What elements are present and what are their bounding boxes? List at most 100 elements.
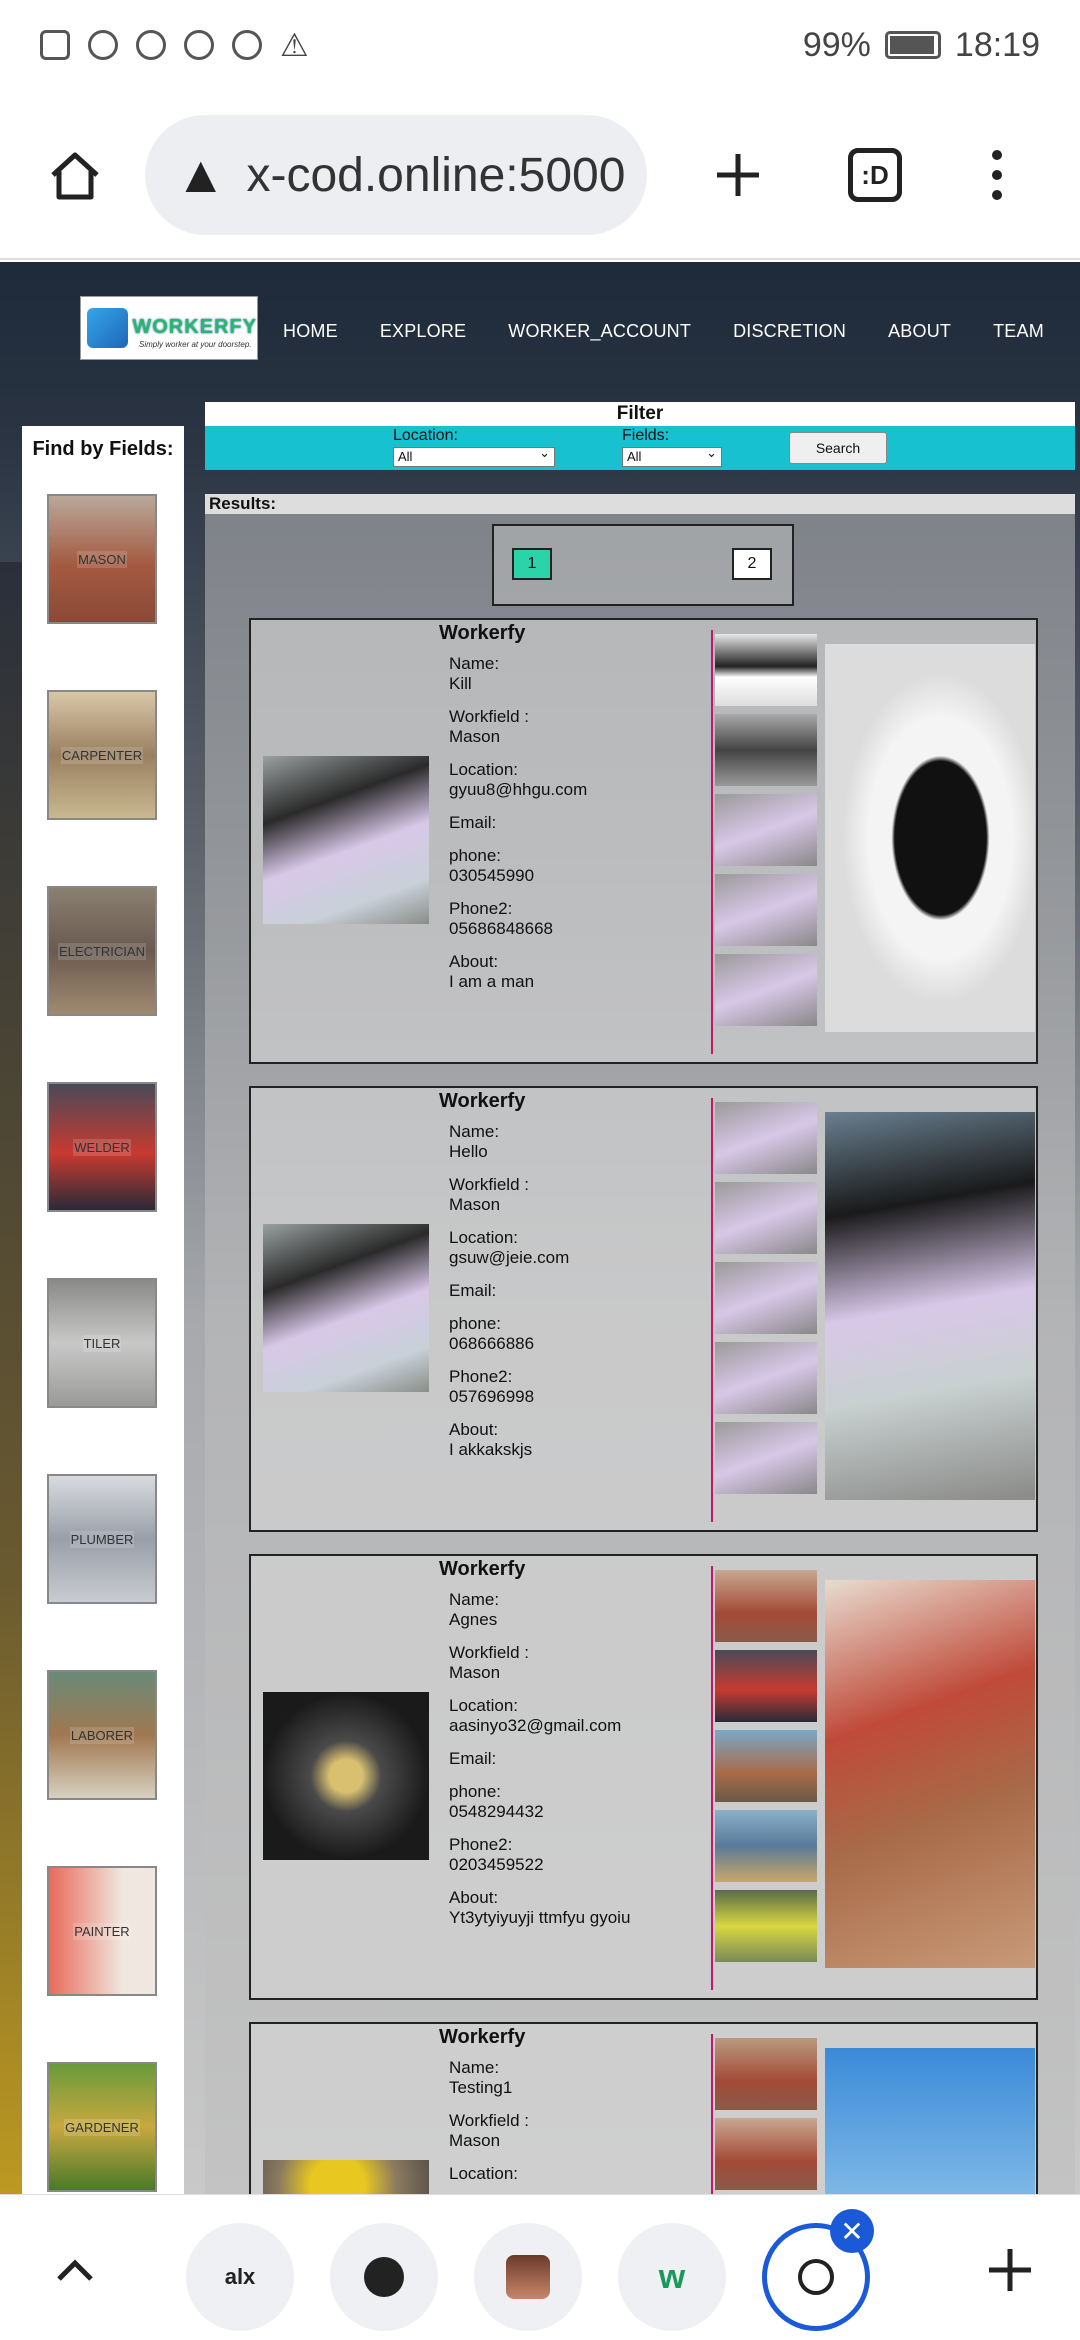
worker-card[interactable]: Workerfy Name: Testing1 Workfield : Mason … (249, 2022, 1038, 2194)
field-label: LABORER (69, 1726, 135, 1744)
tab-alx[interactable]: alx (186, 2223, 294, 2331)
tab-switcher-icon[interactable]: :D (848, 148, 902, 202)
worker-photo (263, 1224, 429, 1392)
nav-home[interactable]: HOME (283, 320, 338, 341)
featured-image[interactable] (825, 1112, 1035, 1500)
gallery-thumb[interactable] (715, 954, 817, 1026)
name-label: Name: (449, 1590, 500, 1609)
w3schools-icon: w (658, 2257, 686, 2296)
gallery-thumb[interactable] (715, 1810, 817, 1882)
close-tab-icon[interactable]: ✕ (830, 2209, 874, 2253)
chevron-up-icon[interactable] (40, 2235, 110, 2305)
add-icon[interactable] (975, 2235, 1045, 2305)
gallery-thumb[interactable] (715, 1890, 817, 1962)
featured-image[interactable] (825, 644, 1035, 1032)
gallery-thumb[interactable] (715, 874, 817, 946)
gallery-thumb[interactable] (715, 1262, 817, 1334)
gallery-thumb[interactable] (715, 1730, 817, 1802)
nav-worker-account[interactable]: WORKER_ACCOUNT (508, 320, 692, 341)
field-electrician[interactable]: ELECTRICIAN (47, 886, 157, 1016)
gallery-thumb[interactable] (715, 1570, 817, 1642)
nav-explore[interactable]: EXPLORE (379, 320, 467, 341)
field-label: WELDER (73, 1138, 131, 1156)
add-icon[interactable] (703, 140, 773, 210)
nav-about[interactable]: ABOUT (888, 320, 952, 341)
gallery-thumb[interactable] (715, 634, 817, 706)
menu-icon[interactable] (975, 140, 1019, 210)
field-label: PLUMBER (69, 1530, 135, 1548)
gallery-thumb[interactable] (715, 1102, 817, 1174)
fields-select[interactable]: All (622, 444, 722, 467)
worker-about: I akkakskjs (449, 1440, 533, 1459)
home-icon[interactable] (40, 140, 110, 210)
worker-card[interactable]: Workerfy Name: Agnes Workfield : Mason Loc… (249, 1554, 1038, 2000)
gallery-thumb[interactable] (715, 794, 817, 866)
page-1-button[interactable]: 1 (512, 548, 552, 580)
field-tiler[interactable]: TILER (47, 1278, 157, 1408)
tab-github[interactable] (330, 2223, 438, 2331)
image-gallery (715, 1570, 819, 1970)
worker-location: gyuu8@hhgu.com (449, 780, 588, 799)
nav-links: HOME EXPLORE WORKER_ACCOUNT DISCRETION A… (283, 262, 1080, 400)
worker-name: Agnes (449, 1610, 498, 1629)
search-button[interactable]: Search (789, 432, 887, 464)
tab-avatar[interactable] (474, 2223, 582, 2331)
site-icon (798, 2259, 834, 2295)
featured-image[interactable] (825, 1580, 1035, 1968)
field-painter[interactable]: PAINTER (47, 1866, 157, 1996)
card-brand: Workerfy (439, 1558, 526, 1580)
page-2-button[interactable]: 2 (732, 548, 772, 580)
gallery-thumb[interactable] (715, 2118, 817, 2190)
location-select[interactable]: All (393, 444, 555, 467)
warning-icon: ⚠ (280, 27, 309, 63)
worker-card[interactable]: Workerfy Name: Kill Workfield : Mason Loca… (249, 618, 1038, 1064)
workfield-label: Workfield : (449, 1643, 529, 1662)
status-bar: ⚠ 99% 18:19 (0, 0, 1080, 90)
field-laborer[interactable]: LABORER (47, 1670, 157, 1800)
worker-card[interactable]: Workerfy Name: Hello Workfield : Mason Loc… (249, 1086, 1038, 1532)
field-plumber[interactable]: PLUMBER (47, 1474, 157, 1604)
location-label: Location: (449, 760, 518, 779)
worker-workfield: Mason (449, 727, 501, 746)
results-panel: Results: 1 2 Workerfy Name: Kill Workfiel… (205, 494, 1075, 2194)
github-icon (364, 2257, 404, 2297)
phone2-label: Phone2: (449, 1367, 513, 1386)
field-mason[interactable]: MASON (47, 494, 157, 624)
nav-discretion[interactable]: DISCRETION (733, 320, 847, 341)
sidebar-title: Find by Fields: (32, 438, 174, 460)
web-page: WORKERFY Simply worker at your doorstep.… (0, 262, 1080, 2194)
nav-team[interactable]: TEAM (993, 320, 1044, 341)
featured-image[interactable] (825, 2048, 1035, 2194)
card-divider (711, 2034, 713, 2194)
tab-count: :D (848, 148, 902, 202)
wifi-icon (88, 30, 118, 60)
about-label: About: (449, 1420, 499, 1439)
gallery-thumb[interactable] (715, 1342, 817, 1414)
gallery-thumb[interactable] (715, 1650, 817, 1722)
worker-name: Testing1 (449, 2078, 513, 2097)
field-label: ELECTRICIAN (58, 942, 146, 960)
image-gallery (715, 2038, 819, 2194)
gallery-thumb[interactable] (715, 1182, 817, 1254)
phone2-label: Phone2: (449, 1835, 513, 1854)
worker-name: Hello (449, 1142, 488, 1161)
site-logo[interactable]: WORKERFY Simply worker at your doorstep. (80, 296, 258, 360)
worker-about: Yt3ytyiyuyji ttmfyu gyoiu (449, 1908, 631, 1927)
gallery-thumb[interactable] (715, 714, 817, 786)
field-gardener[interactable]: GARDENER (47, 2062, 157, 2192)
pagination: 1 2 (492, 524, 794, 606)
field-welder[interactable]: WELDER (47, 1082, 157, 1212)
field-label: PAINTER (73, 1922, 131, 1940)
field-carpenter[interactable]: CARPENTER (47, 690, 157, 820)
phone-label: phone: (449, 1782, 501, 1801)
tab-w3schools[interactable]: w (618, 2223, 726, 2331)
alert-icon (40, 30, 70, 60)
card-brand: Workerfy (439, 2026, 526, 2048)
gallery-thumb[interactable] (715, 2038, 817, 2110)
email-label: Email: (449, 1749, 497, 1768)
url-bar[interactable]: ▲ x-cod.online:5000 (145, 115, 647, 235)
field-label: CARPENTER (60, 746, 144, 764)
gallery-thumb[interactable] (715, 1422, 817, 1494)
workfield-label: Workfield : (449, 1175, 529, 1194)
worker-info: Name: Hello Workfield : Mason Location: gsu… (449, 1122, 709, 1473)
